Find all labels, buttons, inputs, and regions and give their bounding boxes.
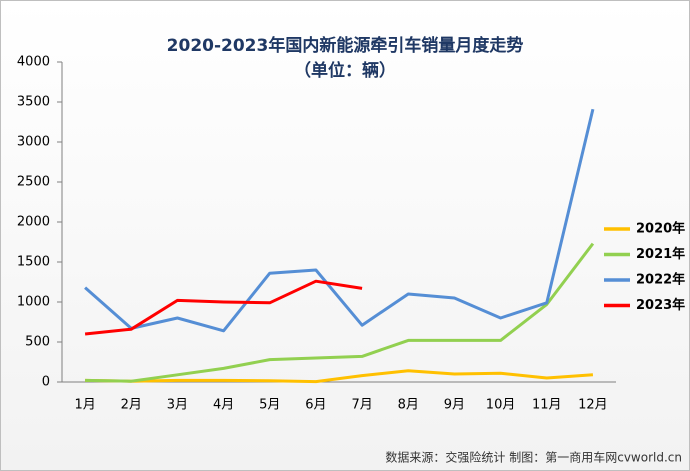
y-tick-label: 2500: [17, 175, 50, 190]
y-tick-label: 3500: [17, 95, 50, 110]
x-tick-label: 2月: [121, 398, 142, 413]
x-tick-label: 6月: [305, 398, 326, 413]
y-tick-label: 0: [42, 375, 50, 390]
series-line: [84, 108, 595, 333]
legend-label: 2022年: [636, 272, 685, 288]
legend-label: 2020年: [636, 221, 685, 237]
legend-label: 2021年: [636, 246, 685, 262]
y-tick-label: 1000: [17, 295, 50, 310]
series-line: [85, 369, 594, 384]
x-tick-label: 4月: [213, 398, 234, 413]
x-tick-label: 5月: [259, 398, 280, 413]
y-tick-label: 3000: [17, 135, 50, 150]
x-tick-label: 1月: [74, 398, 95, 413]
y-tick-label: 1500: [17, 255, 50, 270]
series-line: [85, 242, 595, 383]
x-tick-label: 12月: [578, 398, 608, 413]
x-tick-label: 7月: [351, 398, 372, 413]
x-tick-label: 11月: [532, 398, 562, 413]
chart-title: 2020-2023年国内新能源牵引车销量月度走势: [167, 35, 524, 56]
x-tick-label: 8月: [398, 398, 419, 413]
source-note: 数据来源：交强险统计 制图：第一商用车网cvworld.cn: [385, 450, 682, 465]
y-tick-label: 500: [25, 335, 50, 350]
legend-label: 2023年: [636, 297, 685, 313]
x-tick-label: 10月: [486, 398, 516, 413]
y-tick-label: 2000: [17, 215, 50, 230]
chart-subtitle: （单位：辆）: [294, 60, 396, 81]
x-tick-label: 3月: [167, 398, 188, 413]
series-line: [84, 279, 363, 336]
x-tick-label: 9月: [444, 398, 465, 413]
y-tick-label: 4000: [17, 55, 50, 70]
